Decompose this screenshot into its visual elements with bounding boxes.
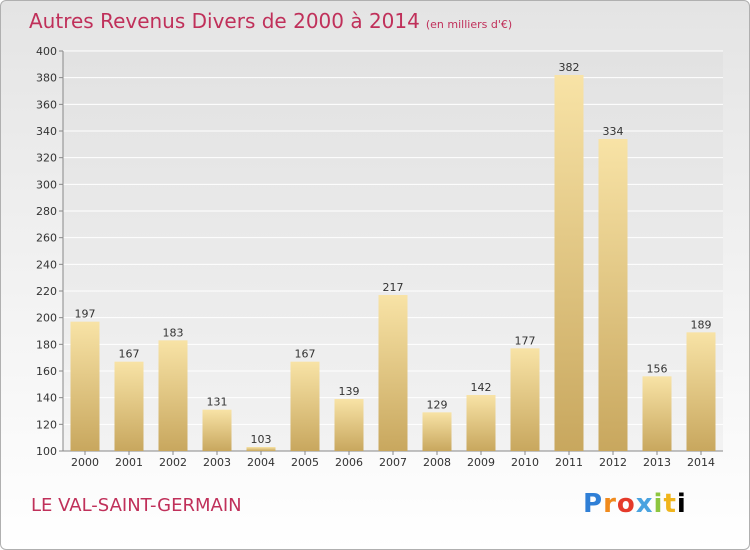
x-tick-label: 2004	[247, 456, 275, 469]
y-tick-label: 140	[36, 392, 57, 405]
x-tick-label: 2008	[423, 456, 451, 469]
x-tick-label: 2003	[203, 456, 231, 469]
bar-value-label: 183	[163, 326, 184, 339]
bar	[554, 75, 584, 451]
x-tick-label: 2007	[379, 456, 407, 469]
x-tick-label: 2011	[555, 456, 583, 469]
bar	[290, 361, 320, 451]
y-tick-label: 100	[36, 445, 57, 458]
chart-subtitle: (en milliers d'€)	[425, 18, 513, 31]
y-tick-label: 180	[36, 338, 57, 351]
x-tick-label: 2006	[335, 456, 363, 469]
x-tick-label: 2010	[511, 456, 539, 469]
bar	[378, 295, 408, 451]
y-tick-label: 340	[36, 125, 57, 138]
y-tick-label: 120	[36, 418, 57, 431]
bar	[334, 399, 364, 451]
bar-value-label: 382	[559, 61, 580, 74]
chart-title-text: Autres Revenus Divers de 2000 à 2014	[29, 9, 420, 33]
y-tick-label: 160	[36, 365, 57, 378]
bar	[686, 332, 716, 451]
x-tick-label: 2009	[467, 456, 495, 469]
commune-name: LE VAL-SAINT-GERMAIN	[31, 495, 242, 516]
bar-value-label: 167	[119, 348, 140, 361]
bar	[70, 321, 100, 451]
bar-value-label: 131	[207, 396, 228, 409]
bar-value-label: 197	[75, 308, 96, 321]
bar-value-label: 129	[427, 398, 448, 411]
bar-value-label: 142	[471, 381, 492, 394]
bar-value-label: 103	[251, 433, 272, 446]
bar	[246, 447, 276, 451]
y-tick-label: 320	[36, 152, 57, 165]
bar-value-label: 167	[295, 348, 316, 361]
bar-value-label: 334	[603, 125, 624, 138]
x-tick-label: 2012	[599, 456, 627, 469]
bar-value-label: 139	[339, 385, 360, 398]
x-tick-label: 2001	[115, 456, 143, 469]
bar	[510, 348, 540, 451]
bar	[598, 139, 628, 451]
bar-value-label: 177	[515, 334, 536, 347]
x-tick-label: 2000	[71, 456, 99, 469]
bar	[422, 412, 452, 451]
bar	[642, 376, 672, 451]
bar-value-label: 189	[691, 318, 712, 331]
x-tick-label: 2002	[159, 456, 187, 469]
y-tick-label: 380	[36, 72, 57, 85]
y-tick-label: 400	[36, 45, 57, 58]
y-tick-label: 220	[36, 285, 57, 298]
bar	[158, 340, 188, 451]
bar	[114, 361, 144, 451]
bar-value-label: 217	[383, 281, 404, 294]
y-tick-label: 280	[36, 205, 57, 218]
x-tick-label: 2005	[291, 456, 319, 469]
y-tick-label: 300	[36, 178, 57, 191]
bar	[466, 395, 496, 451]
chart-title: Autres Revenus Divers de 2000 à 2014 (en …	[29, 9, 512, 33]
bar	[202, 409, 232, 451]
y-tick-label: 260	[36, 232, 57, 245]
y-tick-label: 200	[36, 312, 57, 325]
bar-value-label: 156	[647, 362, 668, 375]
x-tick-label: 2013	[643, 456, 671, 469]
x-tick-label: 2014	[687, 456, 715, 469]
y-tick-label: 360	[36, 98, 57, 111]
proxiti-logo: Proxiti	[583, 489, 687, 519]
y-tick-label: 240	[36, 258, 57, 271]
